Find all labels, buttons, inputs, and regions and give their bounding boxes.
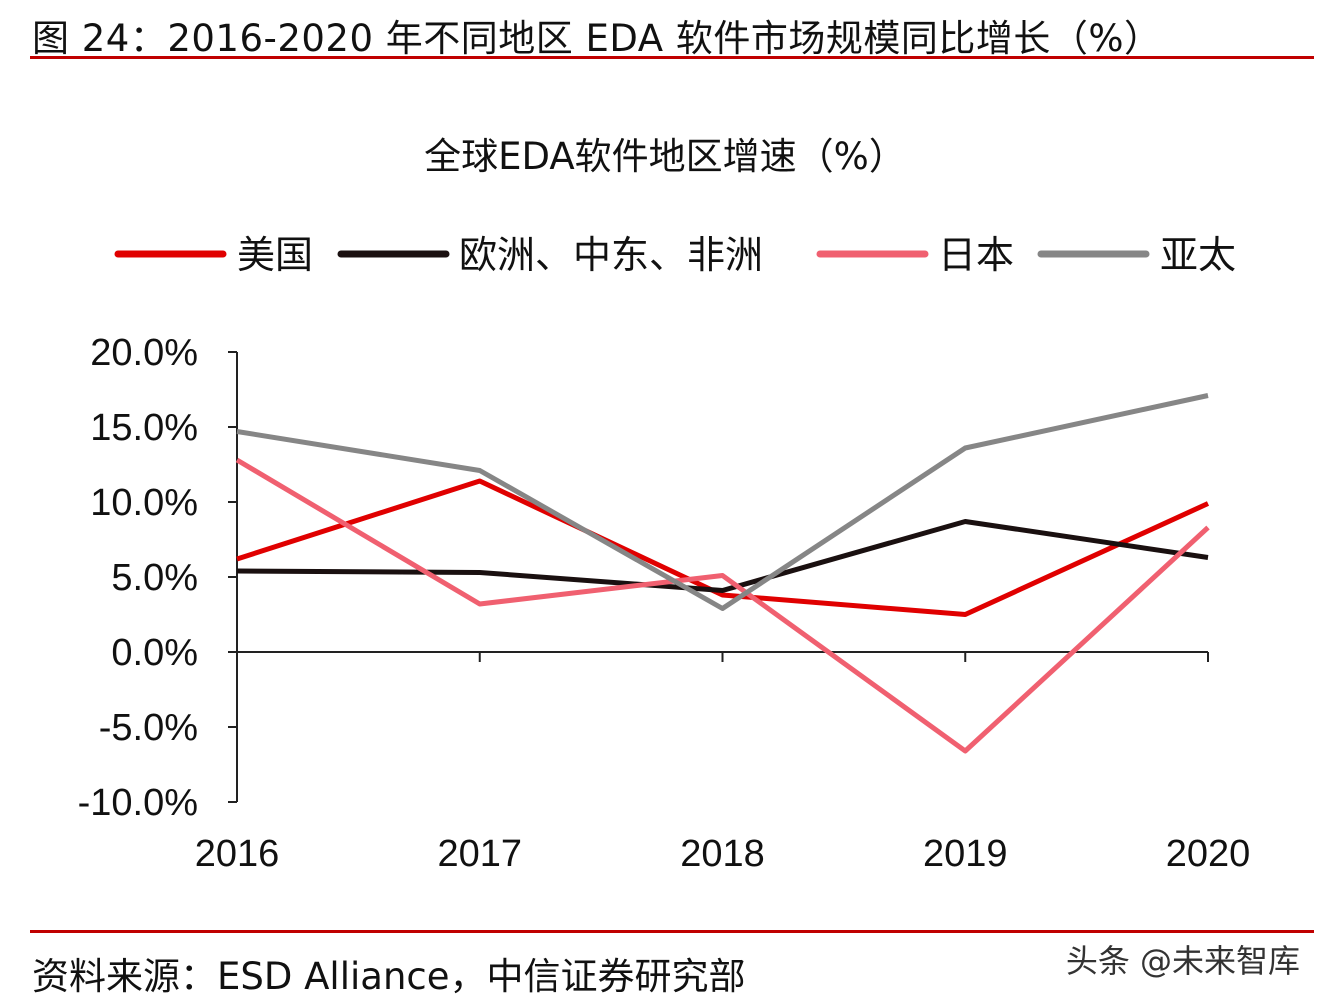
legend-label: 欧洲、中东、非洲	[459, 233, 763, 277]
top-divider	[30, 56, 1314, 59]
legend-label: 亚太	[1160, 233, 1236, 277]
legend-label: 日本	[938, 233, 1014, 277]
legend: 美国 欧洲、中东、非洲 日本 亚太	[114, 233, 1236, 277]
bottom-divider	[30, 930, 1314, 933]
y-tick-label: -5.0%	[99, 707, 198, 749]
legend-label: 美国	[237, 233, 313, 277]
figure-title: 图 24：2016-2020 年不同地区 EDA 软件市场规模同比增长（%）	[32, 17, 1162, 60]
y-tick-label: -10.0%	[78, 782, 198, 824]
chart-title: 全球EDA软件地区增速（%）	[424, 135, 906, 178]
series-lines	[235, 393, 1210, 754]
source-note: 资料来源：ESD Alliance，中信证券研究部	[32, 955, 746, 998]
y-tick-label: 20.0%	[90, 332, 198, 374]
x-tick-label: 2018	[680, 833, 765, 875]
x-tick-label: 2016	[195, 833, 280, 875]
y-tick-label: 10.0%	[90, 482, 198, 524]
axes: 20.0% 15.0% 10.0% 5.0% 0.0% -5.0% -10.0% 2016 20…	[78, 332, 1251, 875]
x-tick-label: 2017	[437, 833, 522, 875]
y-tick-label: 5.0%	[111, 557, 198, 599]
series-line-欧洲、中东、非洲	[236, 519, 1209, 593]
x-tick-label: 2020	[1166, 833, 1251, 875]
x-tick-label: 2019	[923, 833, 1008, 875]
y-tick-label: 0.0%	[111, 632, 198, 674]
y-tick-label: 15.0%	[90, 407, 198, 449]
watermark: 头条 @未来智库	[1065, 942, 1300, 980]
series-line-日本	[235, 457, 1210, 754]
